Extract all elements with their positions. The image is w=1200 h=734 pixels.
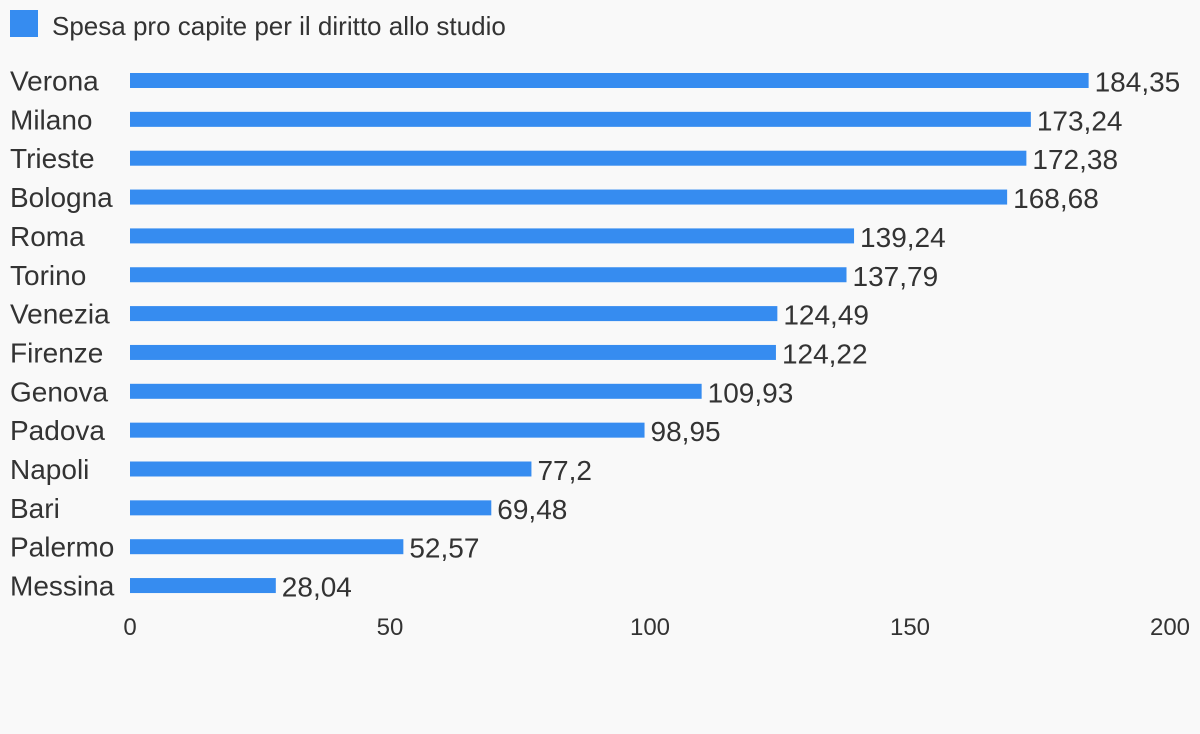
value-label-trieste: 172,38: [1032, 144, 1118, 175]
category-label-verona: Verona: [10, 66, 99, 97]
bar-torino: [130, 267, 847, 283]
category-label-napoli: Napoli: [10, 454, 89, 485]
x-axis-ticks-group: 0 50 100 150 200: [123, 614, 1190, 641]
bar-palermo: [130, 539, 404, 555]
bar-genova: [130, 383, 702, 399]
category-label-palermo: Palermo: [10, 532, 114, 563]
x-tick-label-100: 100: [630, 614, 670, 641]
x-tick-label-150: 150: [890, 614, 930, 641]
legend-swatch: [10, 9, 38, 37]
bar-napoli: [130, 461, 532, 477]
legend: Spesa pro capite per il diritto allo stu…: [10, 9, 506, 42]
category-label-messina: Messina: [10, 571, 115, 602]
value-label-messina: 28,04: [282, 572, 352, 603]
value-label-firenze: 124,22: [782, 338, 868, 369]
category-label-padova: Padova: [10, 415, 105, 446]
category-label-roma: Roma: [10, 221, 85, 252]
x-tick-label-50: 50: [377, 614, 404, 641]
category-label-bologna: Bologna: [10, 182, 113, 213]
value-label-milano: 173,24: [1037, 105, 1123, 136]
bar-milano: [130, 111, 1031, 127]
value-label-padova: 98,95: [651, 416, 721, 447]
category-label-milano: Milano: [10, 104, 92, 135]
category-label-bari: Bari: [10, 493, 60, 524]
value-labels-group: 184,35 173,24 172,38 168,68 139,24 137,79 124,…: [282, 67, 1180, 603]
x-tick-label-200: 200: [1150, 614, 1190, 641]
value-label-venezia: 124,49: [783, 300, 869, 331]
bar-roma: [130, 228, 855, 244]
value-label-genova: 109,93: [708, 377, 794, 408]
category-labels-group: Verona Milano Trieste Bologna Roma Torino Vene…: [10, 66, 115, 602]
x-tick-label-0: 0: [123, 614, 136, 641]
category-label-trieste: Trieste: [10, 143, 95, 174]
bar-trieste: [130, 150, 1027, 166]
value-label-palermo: 52,57: [409, 533, 479, 564]
bar-messina: [130, 578, 276, 594]
value-label-napoli: 77,2: [537, 455, 592, 486]
bar-bari: [130, 500, 492, 516]
value-label-bologna: 168,68: [1013, 183, 1099, 214]
bar-bologna: [130, 189, 1008, 205]
value-label-verona: 184,35: [1095, 67, 1181, 98]
bar-verona: [130, 73, 1089, 88]
value-label-roma: 139,24: [860, 222, 946, 253]
bar-padova: [130, 422, 645, 438]
bar-venezia: [130, 306, 778, 322]
bars-group: [130, 73, 1089, 594]
value-label-torino: 137,79: [853, 261, 939, 292]
category-label-torino: Torino: [10, 260, 86, 291]
legend-label: Spesa pro capite per il diritto allo stu…: [52, 11, 506, 41]
category-label-venezia: Venezia: [10, 299, 110, 330]
bar-firenze: [130, 344, 776, 360]
value-label-bari: 69,48: [497, 494, 567, 525]
category-label-genova: Genova: [10, 376, 108, 407]
category-label-firenze: Firenze: [10, 337, 103, 368]
